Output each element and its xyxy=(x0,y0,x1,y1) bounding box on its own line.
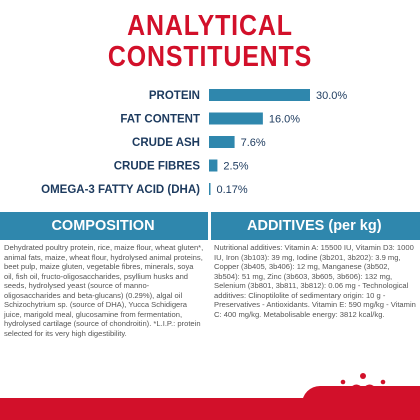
composition-heading: COMPOSITION xyxy=(51,218,155,234)
bar xyxy=(209,136,235,148)
bar xyxy=(209,112,263,125)
bar xyxy=(209,159,218,172)
section-header-band: COMPOSITION ADDITIVES (per kg) xyxy=(0,212,420,240)
page-title-line-1: ANALYTICAL xyxy=(127,10,293,42)
category-label: PROTEIN xyxy=(149,90,200,102)
bar xyxy=(209,89,310,101)
additives-text: Nutritional additives: Vitamin A: 15500 … xyxy=(214,243,416,319)
category-label: OMEGA-3 FATTY ACID (DHA) xyxy=(41,184,200,196)
additives-heading: ADDITIVES (per kg) xyxy=(247,218,382,234)
value-label: 0.17% xyxy=(217,184,248,196)
value-label: 16.0% xyxy=(269,114,300,126)
section-divider xyxy=(208,212,211,240)
value-label: 2.5% xyxy=(223,161,248,173)
analytical-constituents-bar-chart: PROTEIN 30.0% FAT CONTENT 16.0% CRUDE ASH 7.6… xyxy=(41,89,347,196)
crown-logo-icon xyxy=(337,371,389,394)
page-title-line-2: CONSTITUENTS xyxy=(107,41,313,73)
bar xyxy=(209,183,211,195)
category-label: CRUDE ASH xyxy=(132,137,200,149)
value-label: 30.0% xyxy=(316,90,347,102)
composition-text: Dehydrated poultry protein, rice, maize … xyxy=(4,243,204,338)
value-label: 7.6% xyxy=(241,137,266,149)
category-label: FAT CONTENT xyxy=(120,114,200,126)
category-label: CRUDE FIBRES xyxy=(114,161,201,173)
